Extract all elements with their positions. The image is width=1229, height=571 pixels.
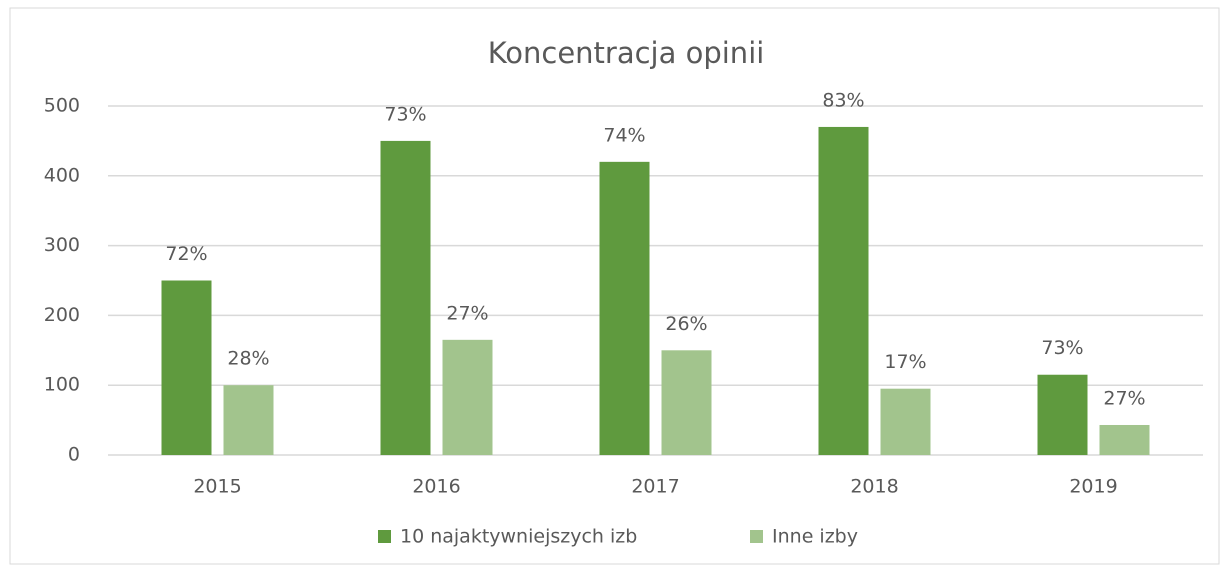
data-label: 72% <box>165 243 207 265</box>
bar <box>223 385 274 455</box>
legend-label: Inne izby <box>772 526 858 548</box>
y-tick-label: 100 <box>44 374 80 396</box>
bar <box>161 280 212 455</box>
bar <box>1037 374 1088 455</box>
x-tick-label: 2018 <box>850 476 898 498</box>
bar <box>442 339 493 455</box>
data-label: 28% <box>227 348 269 370</box>
x-tick-label: 2019 <box>1069 476 1117 498</box>
data-label: 74% <box>603 124 645 146</box>
y-tick-label: 300 <box>44 234 80 256</box>
bar <box>661 350 712 455</box>
bar <box>880 388 931 455</box>
legend-swatch <box>378 530 391 543</box>
x-tick-label: 2016 <box>412 476 460 498</box>
data-label: 27% <box>446 302 488 324</box>
y-tick-label: 200 <box>44 304 80 326</box>
data-label: 17% <box>884 351 926 373</box>
bar <box>599 161 650 455</box>
bar <box>1099 424 1150 455</box>
data-label: 73% <box>1041 337 1083 359</box>
data-label: 73% <box>384 103 426 125</box>
x-tick-label: 2017 <box>631 476 679 498</box>
y-tick-label: 500 <box>44 95 80 117</box>
legend-swatch <box>750 530 763 543</box>
chart-title: Koncentracja opinii <box>488 36 765 70</box>
bar <box>380 140 431 455</box>
y-tick-label: 0 <box>68 444 80 466</box>
bar <box>818 126 869 455</box>
y-tick-label: 400 <box>44 164 80 186</box>
data-label: 26% <box>665 313 707 335</box>
data-label: 27% <box>1103 387 1145 409</box>
data-label: 83% <box>822 89 864 111</box>
x-tick-label: 2015 <box>193 476 241 498</box>
legend-label: 10 najaktywniejszych izb <box>400 526 637 548</box>
